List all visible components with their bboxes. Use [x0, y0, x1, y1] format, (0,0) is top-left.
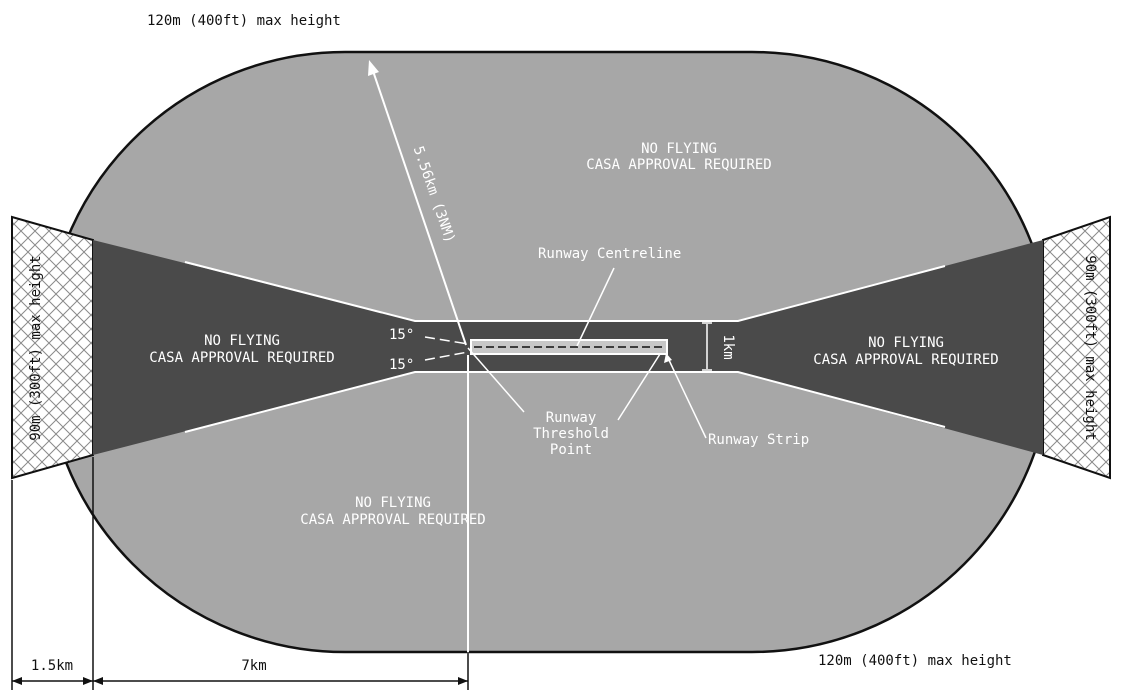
bottom-max-height-label: 120m (400ft) max height — [818, 653, 1012, 669]
runway-centreline-label: Runway Centreline — [538, 246, 681, 262]
dim-arrow-b — [83, 677, 93, 685]
top-max-height-label: 120m (400ft) max height — [147, 13, 341, 29]
threshold-label-1: Runway — [546, 410, 597, 426]
dim-label-1-5km: 1.5km — [31, 658, 73, 674]
runway-strip — [470, 339, 668, 355]
right-approach-wedge — [738, 240, 1043, 455]
radius-arrow-line — [371, 67, 467, 346]
dim-arrow-d — [458, 677, 468, 685]
threshold-leader — [467, 347, 525, 413]
upper-zone-label-2: CASA APPROVAL REQUIRED — [586, 157, 771, 173]
threshold-label-2: Threshold — [533, 426, 609, 442]
corridor-width-label: 1km — [720, 334, 736, 359]
runway-strip-label: Runway Strip — [708, 432, 809, 448]
upper-edge-line — [184, 261, 946, 322]
angle-upper-label: 15° — [389, 327, 414, 343]
dim-arrow-a — [12, 677, 22, 685]
dim-label-7km: 7km — [241, 658, 266, 674]
radius-arrow-head — [368, 60, 379, 76]
lower-zone-label-1: NO FLYING — [355, 495, 431, 511]
angle-lower-label: 15° — [389, 357, 414, 373]
left-approach-wedge — [93, 240, 415, 455]
left-hatched-zone — [11, 215, 94, 480]
strip-leader-2 — [667, 357, 707, 439]
right-wedge-label-2: CASA APPROVAL REQUIRED — [813, 352, 998, 368]
right-wedge-label-1: NO FLYING — [868, 335, 944, 351]
right-side-height-label: 90m (300ft) max height — [1082, 255, 1098, 440]
upper-zone-label-1: NO FLYING — [641, 141, 717, 157]
dim-arrow-c — [93, 677, 103, 685]
left-wedge-label-2: CASA APPROVAL REQUIRED — [149, 350, 334, 366]
strip-leader-1 — [617, 353, 661, 421]
centreline-leader — [576, 267, 615, 347]
lower-edge-line — [184, 371, 946, 433]
right-hatched-zone — [1042, 215, 1111, 480]
splay-line-lower — [424, 351, 469, 361]
threshold-label-3: Point — [550, 442, 592, 458]
splay-line-upper — [424, 336, 469, 345]
lower-zone-label-2: CASA APPROVAL REQUIRED — [300, 512, 485, 528]
strip-leader-arrow — [664, 353, 672, 363]
left-wedge-label-1: NO FLYING — [204, 333, 280, 349]
left-side-height-label: 90m (300ft) max height — [28, 255, 44, 440]
